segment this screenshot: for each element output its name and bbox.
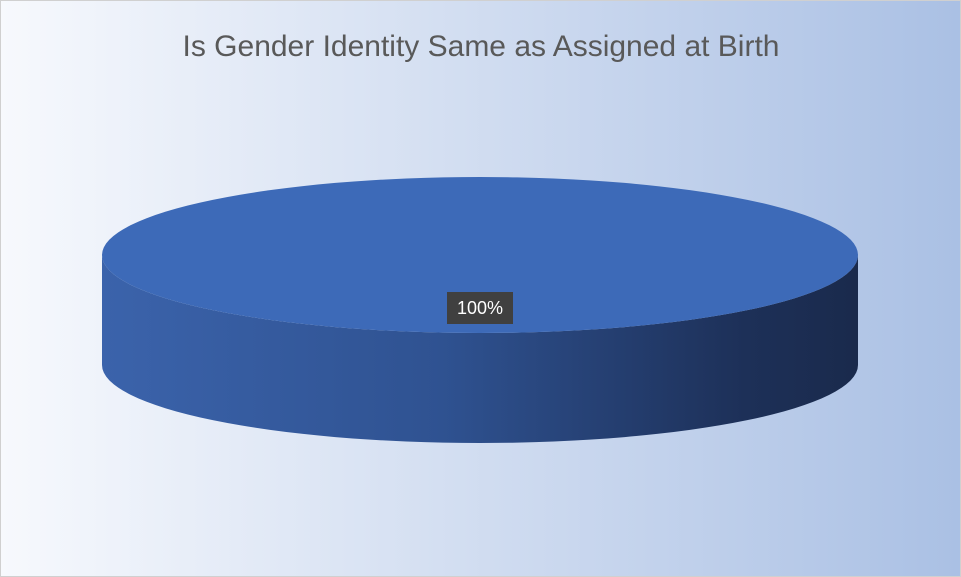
- pie-slice: [102, 177, 858, 333]
- pie-side: [102, 255, 858, 443]
- plot-area: 100%: [102, 177, 858, 443]
- chart-title: Is Gender Identity Same as Assigned at B…: [183, 30, 780, 63]
- data-label-box: [447, 292, 513, 324]
- data-label: 100%: [457, 298, 503, 318]
